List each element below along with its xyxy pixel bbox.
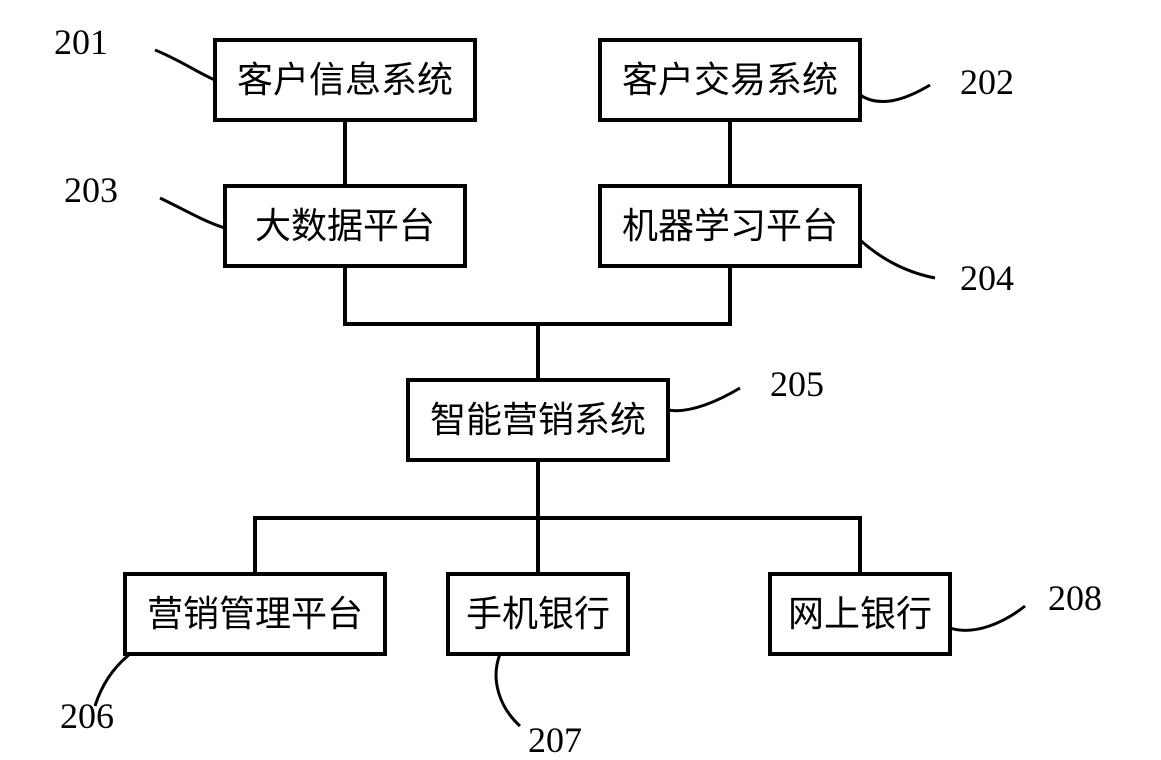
- node-n207: 手机银行: [448, 574, 628, 654]
- node-n205: 智能营销系统: [408, 380, 668, 460]
- ref-number: 202: [960, 62, 1014, 102]
- ref-number: 201: [54, 22, 108, 62]
- node-n206: 营销管理平台: [125, 574, 385, 654]
- ref-number: 203: [64, 170, 118, 210]
- node-label: 大数据平台: [255, 206, 435, 246]
- node-label: 营销管理平台: [147, 594, 363, 634]
- node-n202: 客户交易系统: [600, 40, 860, 120]
- node-n203: 大数据平台: [225, 186, 465, 266]
- node-label: 机器学习平台: [622, 206, 838, 246]
- ref-number: 205: [770, 364, 824, 404]
- node-n208: 网上银行: [770, 574, 950, 654]
- ref-number: 207: [528, 720, 582, 760]
- ref-number: 206: [60, 696, 114, 736]
- node-label: 网上银行: [788, 594, 932, 634]
- node-label: 客户交易系统: [622, 60, 838, 100]
- ref-number: 204: [960, 258, 1014, 298]
- node-label: 客户信息系统: [237, 60, 453, 100]
- flowchart-diagram: 客户信息系统 客户交易系统大数据平台 机器学习平台智能营销系统营销管理平台 手机银行 网…: [0, 0, 1161, 760]
- node-label: 智能营销系统: [430, 400, 646, 440]
- node-n201: 客户信息系统: [215, 40, 475, 120]
- node-label: 手机银行: [466, 594, 610, 634]
- ref-number: 208: [1048, 578, 1102, 618]
- node-n204: 机器学习平台: [600, 186, 860, 266]
